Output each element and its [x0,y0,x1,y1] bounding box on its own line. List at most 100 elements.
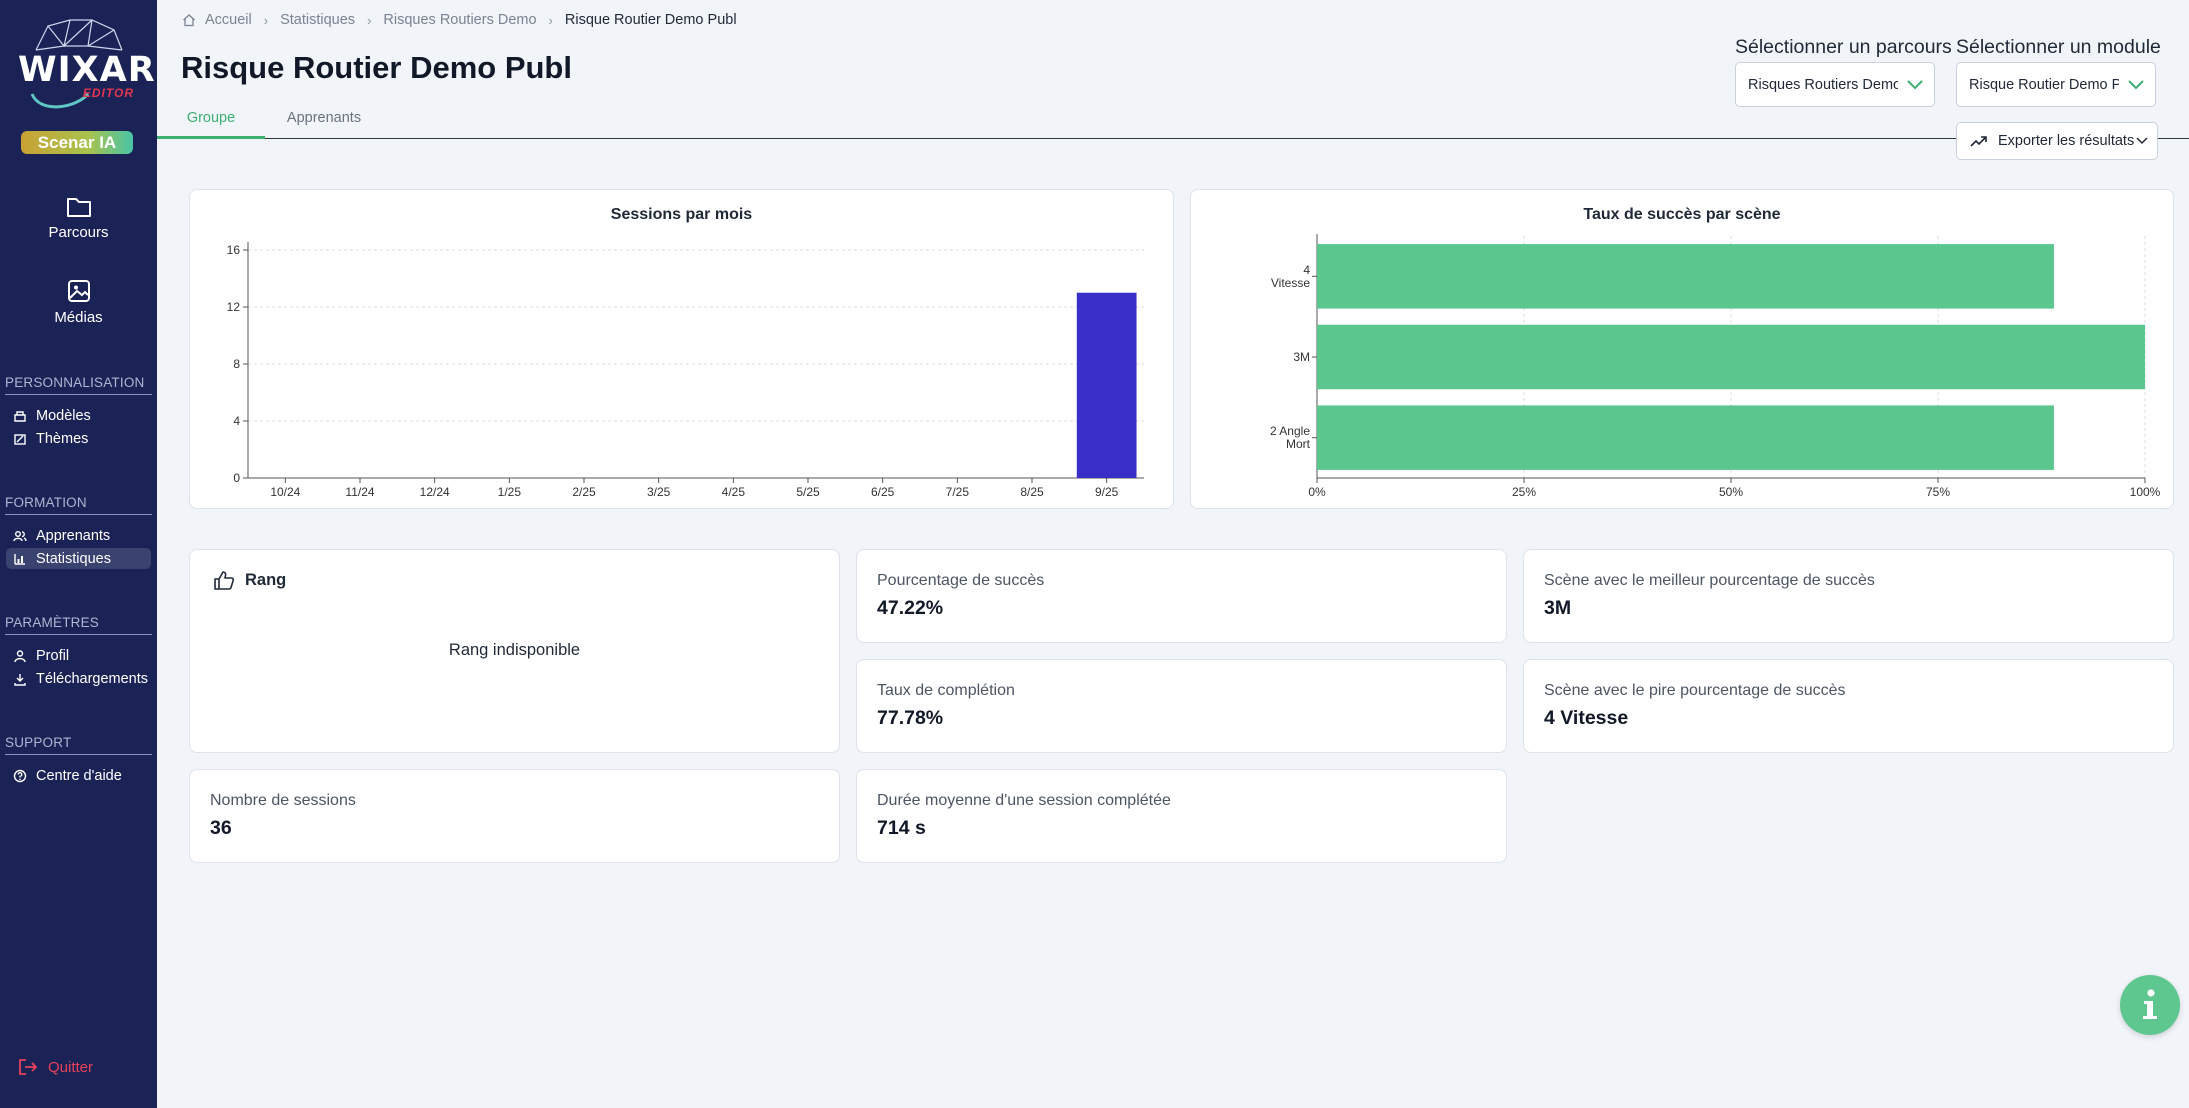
y-tick-label: 12 [227,300,241,314]
sidebar-item-apprenants[interactable]: Apprenants [6,525,151,546]
avg-duration-label: Durée moyenne d'une session complétée [877,792,1171,809]
bar [1317,324,2145,390]
y-tick-label: 4 Vitesse [1271,263,1310,290]
parcours-select-value: Risques Routiers Demo [1748,76,1898,93]
sessions-count-label: Nombre de sessions [210,792,356,809]
trending-up-icon [1970,136,1987,147]
y-tick-label: 3M [1293,350,1310,364]
template-icon [14,410,26,422]
section-formation: FORMATION [5,495,152,515]
x-tick-label: 6/25 [871,485,895,499]
module-select-label: Sélectionner un module [1956,36,2161,58]
section-parametres: PARAMÈTRES [5,615,152,635]
quit-button[interactable]: Quitter [18,1058,93,1076]
chevron-right-icon: › [263,12,269,28]
breadcrumb: Accueil › Statistiques › Risques Routier… [182,12,737,28]
x-tick-label: 2/25 [572,485,596,499]
x-tick-label: 0% [1308,485,1326,499]
breadcrumb-module: Risque Routier Demo Publ [564,12,737,28]
breadcrumb-parcours[interactable]: Risques Routiers Demo [383,12,537,28]
best-scene-card: Scène avec le meilleur pourcentage de su… [1523,549,2174,643]
x-tick-label: 1/25 [498,485,522,499]
sidebar-item-themes[interactable]: Thèmes [6,428,151,449]
y-tick-label: 4 [233,414,240,428]
x-tick-label: 5/25 [796,485,820,499]
x-tick-label: 7/25 [946,485,970,499]
info-button[interactable] [2120,975,2180,1035]
sidebar-item-profil[interactable]: Profil [6,645,151,666]
x-tick-label: 11/24 [345,485,374,499]
nav-medias[interactable]: Médias [0,279,157,327]
x-tick-label: 50% [1719,485,1743,499]
breadcrumb-accueil[interactable]: Accueil [205,12,252,28]
success-chart-title: Taux de succès par scène [1583,206,1781,223]
x-tick-label: 4/25 [722,485,746,499]
sidebar-item-statistiques[interactable]: Statistiques [6,548,151,569]
nav-parcours[interactable]: Parcours [0,196,157,242]
avg-duration-value: 714 s [877,817,926,839]
breadcrumb-statistiques[interactable]: Statistiques [280,12,356,28]
tab-groupe[interactable]: Groupe [157,106,265,139]
parcours-select[interactable]: Risques Routiers Demo [1735,62,1935,107]
chevron-right-icon: › [367,12,372,28]
success-chart: 0% 25% 50% 75% 100% 4 Vitesse 3M 2 Angle Mort [1270,234,2161,499]
nav-medias-label: Médias [54,309,103,326]
sidebar: WIXAR EDITOR Scenar IA Parcours Médias P… [0,0,157,1108]
sidebar-item-label: Téléchargements [36,670,149,687]
section-personnalisation: PERSONNALISATION [5,375,152,395]
success-pct-value: 47.22% [877,597,944,619]
sessions-chart-card: Sessions par mois 0 4 8 12 16 10/24 11/24 12/24… [189,189,1174,509]
completion-label: Taux de complétion [877,682,1015,699]
sessions-chart: 0 4 8 12 16 10/24 11/24 12/24 1/25 2/25 3/25 4/25 5/… [227,242,1144,499]
download-icon [14,673,26,686]
sidebar-item-telechargements[interactable]: Téléchargements [6,668,151,689]
chevron-down-icon [2128,80,2144,90]
y-tick-label-line: 4 [1303,263,1310,277]
sidebar-item-label: Thèmes [36,430,89,447]
x-tick-label: 100% [2130,485,2161,499]
logout-icon [19,1059,38,1075]
chart-icon [14,553,25,565]
sidebar-item-label: Centre d'aide [36,767,122,784]
completion-card: Taux de complétion 77.78% [856,659,1507,753]
y-tick-label-line: 2 Angle [1270,424,1310,438]
chevron-down-icon [2136,137,2148,145]
rank-title-text: Rang [245,571,287,589]
y-tick-label-line: 3M [1293,350,1310,364]
tab-apprenants[interactable]: Apprenants [286,110,362,126]
success-pct-card: Pourcentage de succès 47.22% [856,549,1507,643]
x-tick-label: 10/24 [270,485,300,499]
logo-text: WIXAR [18,50,156,90]
success-pct-label: Pourcentage de succès [877,572,1045,589]
scenar-ia-badge[interactable]: Scenar IA [21,131,133,154]
module-select-value: Risque Routier Demo Publ [1969,76,2119,93]
export-results-label: Exporter les résultats [1998,133,2135,149]
rank-card: Rang Rang indisponible [189,549,840,753]
best-scene-value: 3M [1544,597,1572,619]
completion-value: 77.78% [877,707,944,729]
page-title: Risque Routier Demo Publ [181,50,572,85]
export-results-button[interactable]: Exporter les résultats [1956,122,2158,160]
bar [1317,244,2054,309]
chevron-right-icon: › [548,12,553,28]
x-tick-label: 8/25 [1020,485,1044,499]
home-icon[interactable] [182,13,196,27]
x-tick-label: 3/25 [647,485,671,499]
sidebar-item-label: Profil [36,647,70,664]
user-icon [14,649,26,662]
module-select[interactable]: Risque Routier Demo Publ [1956,62,2156,107]
sidebar-item-centre-aide[interactable]: Centre d'aide [6,765,151,786]
bar [1076,292,1137,478]
wixar-logo[interactable]: WIXAR EDITOR [18,16,156,111]
x-tick-label: 75% [1926,485,1950,499]
sidebar-item-modeles[interactable]: Modèles [6,405,151,426]
logo-network-icon [30,19,123,109]
success-chart-card: Taux de succès par scène 0% 25% 50% 75% 100%… [1190,189,2174,509]
rank-empty-message: Rang indisponible [448,641,581,659]
worst-scene-label: Scène avec le pire pourcentage de succès [1544,682,1846,699]
sessions-count-value: 36 [210,817,232,839]
sidebar-item-label: Apprenants [36,527,111,544]
logo-subtitle: EDITOR [82,86,134,100]
best-scene-label: Scène avec le meilleur pourcentage de su… [1544,572,1875,589]
x-tick-label: 9/25 [1095,485,1119,499]
